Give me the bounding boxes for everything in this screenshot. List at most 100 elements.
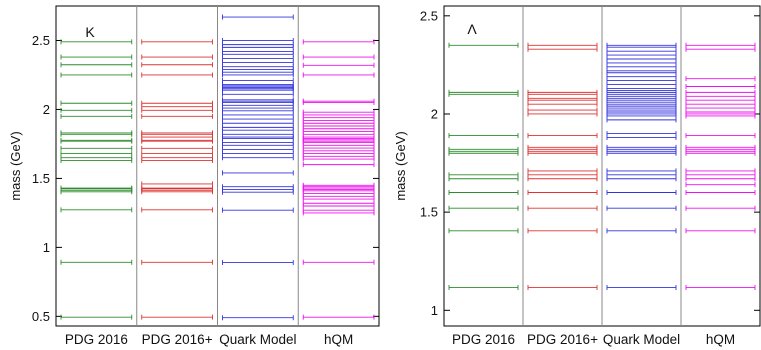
y-axis-label: mass (GeV) bbox=[393, 131, 408, 200]
level-mark bbox=[222, 66, 294, 72]
level-mark bbox=[606, 190, 677, 196]
level-mark bbox=[222, 49, 294, 55]
level-mark bbox=[222, 140, 294, 146]
level-mark bbox=[60, 151, 133, 157]
column-label: hQM bbox=[706, 332, 735, 347]
level-mark bbox=[527, 172, 598, 178]
level-mark bbox=[302, 314, 375, 320]
level-mark bbox=[222, 77, 294, 83]
level-mark bbox=[141, 155, 213, 161]
level-mark bbox=[60, 39, 133, 45]
level-mark bbox=[222, 42, 294, 48]
column-label: PDG 2016 bbox=[65, 332, 128, 347]
level-mark bbox=[141, 39, 213, 45]
level-mark bbox=[302, 191, 375, 197]
level-mark bbox=[302, 156, 375, 162]
level-mark bbox=[141, 145, 213, 151]
level-mark bbox=[141, 259, 213, 265]
level-mark bbox=[302, 120, 375, 126]
level-mark bbox=[527, 228, 598, 234]
level-mark bbox=[60, 185, 133, 191]
level-mark bbox=[302, 39, 375, 45]
level-mark bbox=[302, 203, 375, 209]
level-mark bbox=[141, 113, 213, 119]
level-mark bbox=[302, 196, 375, 202]
level-mark bbox=[448, 190, 519, 196]
level-mark bbox=[222, 72, 294, 78]
level-mark bbox=[527, 46, 598, 52]
column-label: PDG 2016+ bbox=[527, 332, 598, 347]
level-mark bbox=[527, 107, 598, 113]
level-mark bbox=[685, 182, 756, 188]
level-mark bbox=[527, 133, 598, 139]
level-mark bbox=[685, 93, 756, 99]
column-label: PDG 2016+ bbox=[142, 332, 213, 347]
column-label: hQM bbox=[324, 332, 353, 347]
level-mark bbox=[141, 54, 213, 60]
y-axis-label: mass (GeV) bbox=[8, 131, 23, 200]
level-mark bbox=[527, 111, 598, 117]
y-tick-label: 2 bbox=[431, 106, 438, 121]
panel-lambda: 1 1.5 2 2.5 mass (GeV) Λ PDG 2016 PDG 2016+ Quar… bbox=[393, 5, 761, 347]
level-mark bbox=[222, 112, 294, 118]
panel-label: Λ bbox=[467, 21, 477, 37]
level-mark bbox=[302, 117, 375, 123]
level-mark bbox=[141, 314, 213, 320]
level-mark bbox=[302, 129, 375, 135]
y-tick-label: 1 bbox=[43, 240, 50, 255]
level-mark bbox=[448, 89, 519, 95]
level-mark bbox=[302, 193, 375, 199]
level-mark bbox=[141, 130, 213, 136]
level-mark bbox=[60, 259, 133, 265]
level-mark bbox=[606, 205, 677, 211]
level-mark bbox=[606, 285, 677, 291]
level-mark bbox=[302, 142, 375, 148]
level-mark bbox=[302, 145, 375, 151]
level-mark bbox=[685, 133, 756, 139]
level-mark bbox=[141, 137, 213, 143]
level-mark bbox=[60, 113, 133, 119]
level-mark bbox=[222, 51, 294, 57]
level-mark bbox=[302, 162, 375, 168]
level-mark bbox=[527, 168, 598, 174]
level-mark bbox=[222, 120, 294, 126]
level-mark bbox=[222, 170, 294, 176]
level-mark bbox=[527, 176, 598, 182]
level-mark bbox=[685, 172, 756, 178]
column-label: PDG 2016 bbox=[452, 332, 515, 347]
level-mark bbox=[222, 116, 294, 122]
level-mark bbox=[222, 97, 294, 103]
level-mark bbox=[448, 228, 519, 234]
level-mark bbox=[606, 168, 677, 174]
level-mark bbox=[606, 144, 677, 150]
level-mark bbox=[606, 78, 677, 84]
level-mark bbox=[222, 184, 294, 190]
level-mark bbox=[302, 153, 375, 159]
level-mark bbox=[60, 100, 133, 106]
level-mark bbox=[685, 168, 756, 174]
level-mark bbox=[302, 131, 375, 137]
level-mark bbox=[606, 117, 677, 123]
level-mark bbox=[302, 98, 375, 104]
level-mark bbox=[222, 189, 294, 195]
level-mark bbox=[685, 89, 756, 95]
level-mark bbox=[222, 105, 294, 111]
level-mark bbox=[141, 100, 213, 106]
y-tick-label: 2.5 bbox=[32, 33, 50, 48]
level-mark bbox=[222, 155, 294, 161]
level-mark bbox=[302, 148, 375, 154]
level-mark bbox=[222, 260, 294, 266]
level-mark bbox=[60, 145, 133, 151]
level-mark bbox=[448, 146, 519, 152]
level-mark bbox=[222, 91, 294, 97]
level-mark bbox=[302, 123, 375, 129]
level-mark bbox=[302, 259, 375, 265]
panel-label: K bbox=[85, 24, 95, 40]
level-mark bbox=[606, 176, 677, 182]
level-mark bbox=[448, 172, 519, 178]
level-mark bbox=[606, 228, 677, 234]
level-mark bbox=[685, 97, 756, 103]
level-mark bbox=[685, 228, 756, 234]
level-mark bbox=[685, 144, 756, 150]
